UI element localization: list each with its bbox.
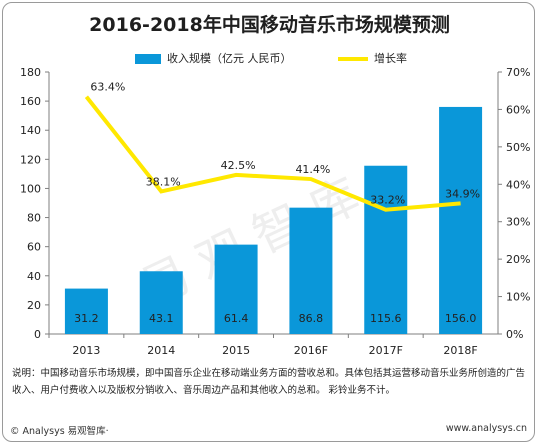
- y2-tick-label: 20%: [506, 253, 530, 266]
- y-tick-label: 60: [27, 241, 41, 254]
- growth-value-label: 34.9%: [445, 187, 480, 200]
- y-tick-label: 160: [20, 95, 41, 108]
- x-tick-label: 2017F: [369, 344, 403, 357]
- legend-swatch-bar: [135, 54, 161, 64]
- legend: 收入规模（亿元 人民币） 增长率: [0, 52, 539, 68]
- x-tick-label: 2018F: [443, 344, 477, 357]
- y-tick-label: 180: [20, 66, 41, 79]
- y-tick-label: 40: [27, 270, 41, 283]
- y2-tick-label: 10%: [506, 291, 530, 304]
- bar: [64, 288, 108, 334]
- x-tick-label: 2013: [72, 344, 100, 357]
- footer-url: www.analysys.cn: [445, 423, 527, 434]
- bar: [364, 165, 408, 334]
- legend-swatch-line: [338, 57, 368, 61]
- growth-value-label: 41.4%: [295, 163, 330, 176]
- y2-tick-label: 50%: [506, 141, 530, 154]
- y2-tick-label: 60%: [506, 103, 530, 116]
- footer-copyright: © Analysys 易观智库·: [10, 426, 109, 437]
- y2-tick-label: 0%: [506, 328, 523, 341]
- bar: [289, 207, 333, 334]
- growth-line: [84, 95, 461, 212]
- y-tick-label: 140: [20, 124, 41, 137]
- chart-title: 2016-2018年中国移动音乐市场规模预测: [89, 14, 450, 36]
- y-tick-label: 0: [34, 328, 41, 341]
- y2-tick-label: 30%: [506, 216, 530, 229]
- legend-label-growth: 增长率: [374, 52, 407, 65]
- bar-value-label: 115.6: [370, 312, 402, 325]
- bar-value-label: 43.1: [149, 312, 174, 325]
- bar-value-label: 31.2: [74, 312, 99, 325]
- bar: [214, 244, 258, 334]
- y-tick-label: 20: [27, 299, 41, 312]
- y2-tick-label: 40%: [506, 178, 530, 191]
- chart-note: 说明：中国移动音乐市场规模，即中国音乐企业在移动端业务方面的营收总和。具体包括其…: [12, 368, 526, 396]
- chart-frame: [2, 2, 535, 442]
- y-tick-label: 100: [20, 182, 41, 195]
- y-tick-label: 80: [27, 212, 41, 225]
- growth-value-label: 42.5%: [221, 159, 256, 172]
- growth-value-label: 38.1%: [146, 175, 181, 188]
- growth-value-label: 63.4%: [90, 81, 125, 94]
- bar: [139, 271, 183, 334]
- growth-value-label: 33.2%: [370, 194, 405, 207]
- y-tick-label: 120: [20, 153, 41, 166]
- x-tick-label: 2016F: [294, 344, 328, 357]
- legend-label-revenue: 收入规模（亿元 人民币）: [167, 52, 292, 65]
- bar: [439, 106, 483, 334]
- x-tick-label: 2014: [147, 344, 175, 357]
- bar-value-label: 61.4: [224, 312, 249, 325]
- x-tick-label: 2015: [222, 344, 250, 357]
- bar-value-label: 156.0: [445, 312, 477, 325]
- y2-tick-label: 70%: [506, 66, 530, 79]
- bar-value-label: 86.8: [299, 312, 324, 325]
